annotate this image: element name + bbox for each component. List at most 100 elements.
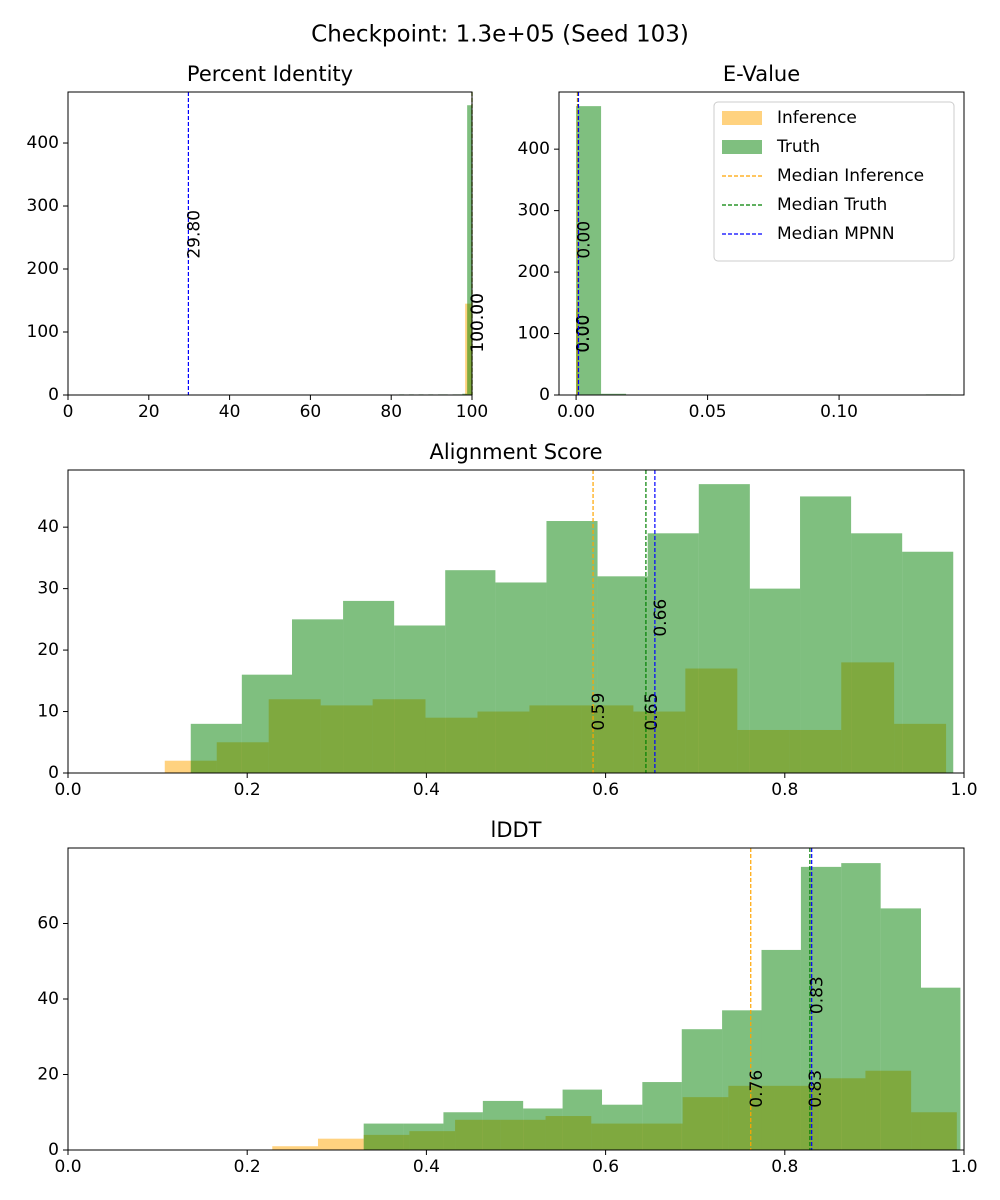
x-tick-label: 20 xyxy=(138,402,160,422)
x-tick-label: 40 xyxy=(219,402,241,422)
histogram-bar xyxy=(462,393,468,395)
subplot-title: Percent Identity xyxy=(187,62,353,86)
x-tick-label: 0.6 xyxy=(592,780,619,800)
y-tick-label: 400 xyxy=(27,133,59,153)
median-label: 0.65 xyxy=(642,693,662,731)
x-tick-label: 1.0 xyxy=(950,780,977,800)
x-tick-label: 0.05 xyxy=(689,402,727,422)
median-label: 0.66 xyxy=(651,599,671,637)
histogram-bar xyxy=(317,1138,364,1150)
median-label: 100.00 xyxy=(468,293,488,352)
x-tick-label: 0 xyxy=(63,402,74,422)
histogram-bar xyxy=(562,1089,603,1150)
y-tick-label: 300 xyxy=(518,201,550,221)
histogram-bar xyxy=(902,551,954,773)
histogram-bar xyxy=(394,625,446,773)
histogram-bar xyxy=(343,600,395,773)
y-tick-label: 300 xyxy=(27,196,59,216)
histogram-bar xyxy=(722,1010,762,1150)
histogram-bar xyxy=(597,576,648,773)
median-label: 0.00 xyxy=(574,221,594,259)
x-tick-label: 0.4 xyxy=(413,1157,440,1177)
y-tick-label: 0 xyxy=(539,385,550,405)
histogram-bar xyxy=(841,863,881,1150)
histogram-bar xyxy=(698,484,750,773)
y-tick-label: 100 xyxy=(27,322,59,342)
histogram-bar xyxy=(363,1123,404,1150)
median-label: 0.83 xyxy=(806,1070,826,1108)
x-tick-label: 0.8 xyxy=(771,780,798,800)
median-label: 0.83 xyxy=(808,976,828,1014)
y-tick-label: 40 xyxy=(37,517,59,537)
histogram-bar xyxy=(467,105,472,395)
histogram-bar xyxy=(800,866,842,1150)
x-tick-label: 0.2 xyxy=(234,1157,261,1177)
median-label: 0.00 xyxy=(574,315,594,353)
legend-label: Median Inference xyxy=(777,166,924,186)
y-tick-label: 40 xyxy=(37,989,59,1009)
y-tick-label: 0 xyxy=(48,763,59,783)
y-tick-label: 400 xyxy=(518,139,550,159)
histogram-bar xyxy=(445,570,496,773)
median-label: 29.80 xyxy=(184,210,204,259)
histogram-bar xyxy=(403,1123,444,1150)
histogram-bar xyxy=(443,1112,483,1150)
legend-label: Inference xyxy=(777,108,857,128)
histogram-bar xyxy=(880,908,921,1150)
legend-label: Median MPNN xyxy=(777,224,895,244)
histogram-bar xyxy=(482,1100,524,1150)
subplot-title: Alignment Score xyxy=(429,440,602,464)
histogram-bar xyxy=(681,1029,723,1150)
median-label: 0.76 xyxy=(747,1070,767,1108)
histogram-bar xyxy=(190,723,242,773)
subplot-title: lDDT xyxy=(490,818,541,842)
median-label: 0.00 xyxy=(573,315,593,353)
x-tick-label: 1.0 xyxy=(950,1157,977,1177)
histogram-bar xyxy=(642,1082,682,1150)
y-tick-label: 0 xyxy=(48,385,59,405)
axes-frame xyxy=(67,91,473,396)
histogram-bar xyxy=(546,521,598,773)
y-tick-label: 100 xyxy=(518,324,550,344)
x-tick-label: 0.8 xyxy=(771,1157,798,1177)
axes-frame xyxy=(558,91,965,396)
figure-title: Checkpoint: 1.3e+05 (Seed 103) xyxy=(311,22,689,48)
x-tick-label: 100 xyxy=(456,402,488,422)
histogram-bar xyxy=(241,674,292,773)
y-tick-label: 20 xyxy=(37,1065,59,1085)
median-label: 0.59 xyxy=(589,693,609,731)
x-tick-label: 0.2 xyxy=(234,780,261,800)
legend-patch xyxy=(722,140,762,154)
legend-patch xyxy=(722,111,762,125)
x-tick-label: 80 xyxy=(380,402,402,422)
x-tick-label: 0.0 xyxy=(54,1157,81,1177)
histogram-bar xyxy=(576,106,602,396)
histogram-bar xyxy=(749,588,801,773)
histogram-bar xyxy=(851,533,903,773)
x-tick-label: 0.00 xyxy=(557,402,595,422)
histogram-bar xyxy=(272,1146,318,1150)
y-tick-label: 200 xyxy=(27,259,59,279)
y-tick-label: 10 xyxy=(37,702,59,722)
y-tick-label: 0 xyxy=(48,1140,59,1160)
subplot-title: E-Value xyxy=(723,62,800,86)
y-tick-label: 20 xyxy=(37,640,59,660)
histogram-bar xyxy=(292,619,344,773)
x-tick-label: 0.4 xyxy=(413,780,440,800)
x-tick-label: 0.10 xyxy=(820,402,858,422)
axes-frame xyxy=(67,469,965,774)
x-tick-label: 0.0 xyxy=(54,780,81,800)
histogram-bar xyxy=(920,987,961,1150)
histogram-bar xyxy=(647,533,699,773)
x-tick-label: 60 xyxy=(300,402,322,422)
histogram-bar xyxy=(800,496,852,773)
legend-label: Truth xyxy=(776,137,820,157)
y-tick-label: 200 xyxy=(518,262,550,282)
histogram-bar xyxy=(602,1104,643,1150)
median-label: 100.00 xyxy=(468,293,488,352)
histogram-bar xyxy=(761,949,801,1150)
y-tick-label: 30 xyxy=(37,579,59,599)
histogram-bar xyxy=(495,582,547,773)
histogram-bar xyxy=(523,1108,563,1150)
